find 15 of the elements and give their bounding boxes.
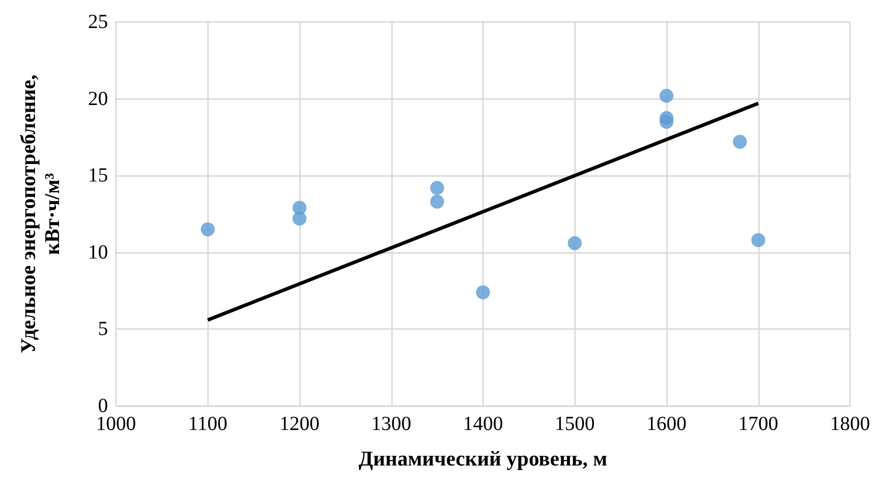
x-axis-title: Динамический уровень, м [358, 446, 608, 470]
y-tick-label: 25 [88, 11, 108, 33]
x-tick-label: 1300 [371, 413, 412, 435]
y-axis-title: Удельное энергопотребление, кВт·ч/м³ [16, 74, 64, 354]
x-tick-label: 1800 [830, 413, 870, 435]
x-tick-label: 1200 [280, 413, 320, 435]
y-tick-label: 20 [88, 88, 108, 110]
x-tick-label: 1100 [188, 413, 228, 435]
x-tick-label: 1700 [738, 413, 778, 435]
x-tick-label: 1500 [554, 413, 595, 435]
x-tick-label: 1600 [646, 413, 686, 435]
y-tick-label: 10 [88, 241, 108, 264]
x-tick-label: 1400 [463, 413, 503, 435]
y-tick-label: 5 [98, 318, 108, 340]
y-tick-label: 15 [88, 164, 108, 187]
